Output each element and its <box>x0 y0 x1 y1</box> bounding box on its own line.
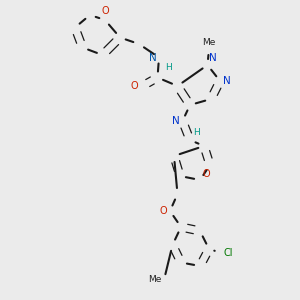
Text: Cl: Cl <box>223 248 232 257</box>
Text: N: N <box>209 53 217 63</box>
Text: N: N <box>172 116 180 126</box>
Text: O: O <box>160 206 167 216</box>
Text: O: O <box>202 169 210 179</box>
Text: O: O <box>131 81 139 91</box>
Text: H: H <box>193 128 200 137</box>
Text: H: H <box>165 62 172 71</box>
Text: O: O <box>101 6 109 16</box>
Text: Me: Me <box>148 275 161 284</box>
Text: Me: Me <box>202 38 216 46</box>
Text: N: N <box>149 52 157 62</box>
Text: N: N <box>223 76 230 86</box>
